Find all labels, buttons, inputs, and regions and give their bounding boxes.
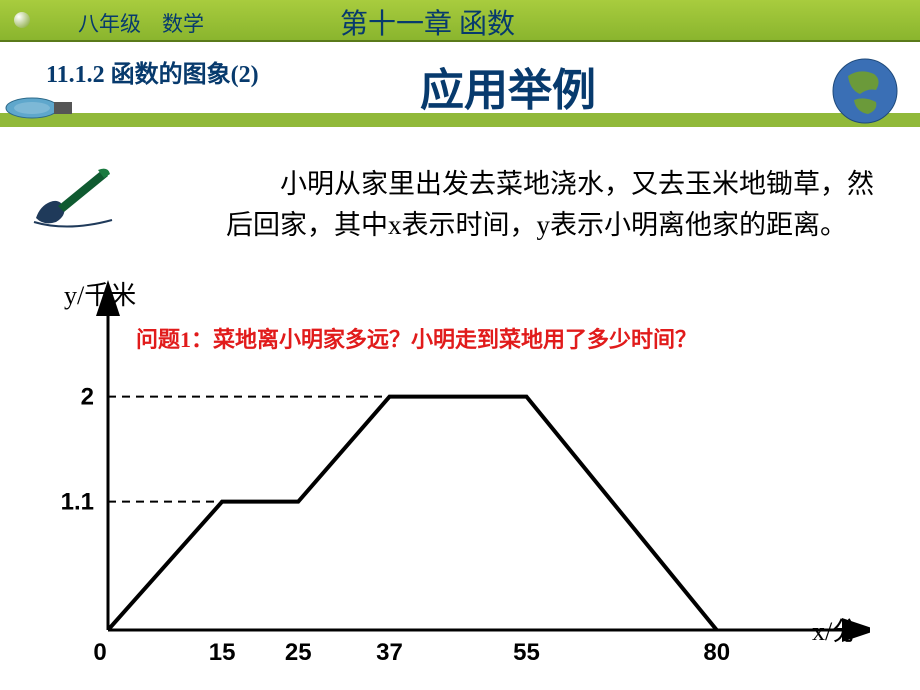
chart-line	[108, 397, 717, 630]
top-bar: 八年级 数学 第十一章 函数	[0, 0, 920, 42]
writing-icon	[28, 162, 118, 234]
grade-label: 八年级 数学	[78, 8, 204, 38]
y-tick: 2	[81, 384, 94, 411]
x-tick: 55	[513, 639, 540, 666]
problem-text: 小明从家里出发去菜地浇水，又去玉米地锄草，然后回家，其中x表示时间，y表示小明离…	[226, 164, 876, 245]
globe-icon	[830, 56, 900, 126]
bullet-icon	[14, 12, 30, 28]
y-axis-label: y/千米	[64, 281, 136, 310]
sub-bar: 11.1.2 函数的图象(2) 应用举例	[0, 42, 920, 127]
main-title: 应用举例	[420, 54, 596, 118]
x-tick: 25	[285, 639, 312, 666]
origin-label: 0	[93, 639, 106, 666]
section-title: 11.1.2 函数的图象(2)	[46, 54, 259, 89]
usb-icon	[4, 90, 84, 130]
chapter-title: 第十一章 函数	[340, 2, 515, 42]
x-tick: 15	[209, 639, 236, 666]
x-axis-label: x/分	[812, 617, 858, 646]
x-tick: 80	[703, 639, 730, 666]
y-tick: 1.1	[61, 489, 94, 516]
x-tick: 37	[376, 639, 403, 666]
distance-chart: y/千米 x/分 0 1.1 2 15 25 37 55 80	[40, 280, 870, 680]
